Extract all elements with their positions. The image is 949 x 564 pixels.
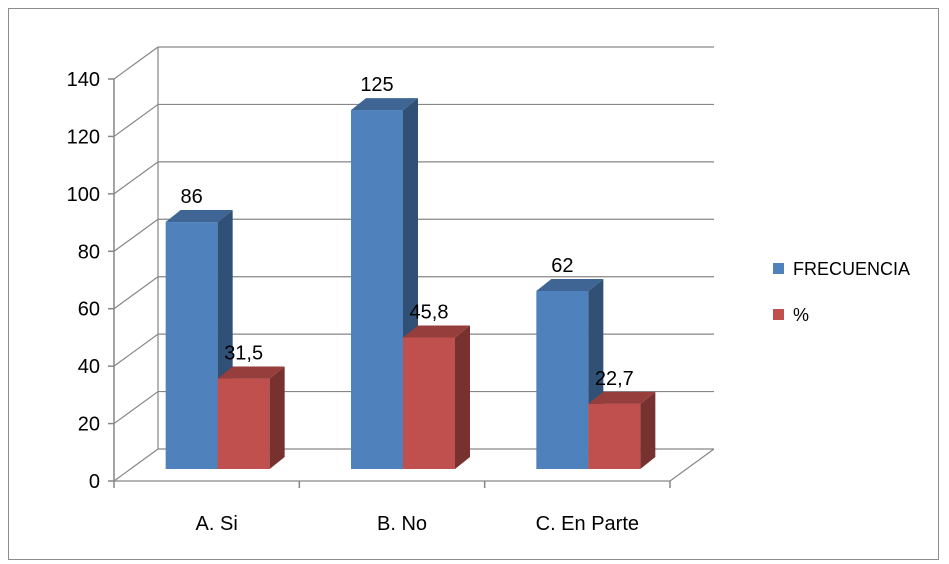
data-label: 31,5	[224, 343, 263, 365]
bar-front	[165, 222, 218, 469]
gridline-side	[113, 161, 159, 195]
bars	[165, 98, 656, 470]
x-category-label: C. En Parte	[536, 513, 639, 535]
x-category-label: B. No	[377, 513, 427, 535]
bar-side	[640, 391, 656, 469]
bar-side	[269, 366, 285, 469]
data-label: 86	[181, 186, 203, 208]
y-tick-label: 40	[78, 356, 100, 378]
legend-label: %	[793, 305, 809, 325]
bar-top	[217, 366, 285, 379]
axes: 0 20 40 60 80 100 120 140 A. Si B. No C. En Parte	[67, 69, 671, 535]
bar-top	[403, 325, 470, 338]
gridline-side	[113, 218, 159, 252]
legend-label: FRECUENCIA	[793, 259, 910, 279]
bar-side	[455, 325, 470, 469]
legend: FRECUENCIA%	[773, 259, 910, 325]
data-labels: 86 31,5 125 45,8 62 22,7	[181, 74, 634, 390]
gridline-side	[113, 333, 159, 367]
data-label: 45,8	[410, 301, 449, 323]
bar-top	[165, 210, 233, 223]
bar-front	[217, 378, 270, 469]
data-label: 62	[551, 255, 573, 277]
bar-front	[536, 290, 589, 469]
legend-swatch	[773, 309, 784, 320]
gridline-side	[113, 46, 159, 80]
y-tick-label: 60	[78, 299, 100, 321]
y-tick-label: 140	[67, 69, 100, 91]
chart-frame	[8, 8, 939, 560]
gridline-side	[113, 448, 159, 482]
bar-top	[536, 278, 604, 291]
bar-front	[403, 337, 455, 469]
y-tick-label: 100	[67, 184, 100, 206]
data-label: 125	[360, 74, 393, 96]
bar-top	[351, 98, 418, 111]
y-tick-label: 120	[67, 126, 100, 148]
y-tick-label: 20	[78, 414, 100, 436]
gridline-side	[113, 391, 159, 425]
bar-front	[588, 403, 641, 469]
bar-top	[588, 391, 656, 404]
legend-swatch	[773, 263, 784, 274]
x-category-label: A. Si	[196, 513, 238, 535]
y-tick-label: 0	[89, 471, 100, 493]
gridline-side	[113, 276, 159, 310]
gridline-side	[113, 103, 159, 137]
y-tick-label: 80	[78, 241, 100, 263]
bar-front	[351, 110, 403, 470]
floor-right-edge	[669, 448, 715, 482]
data-label: 22,7	[595, 368, 634, 390]
